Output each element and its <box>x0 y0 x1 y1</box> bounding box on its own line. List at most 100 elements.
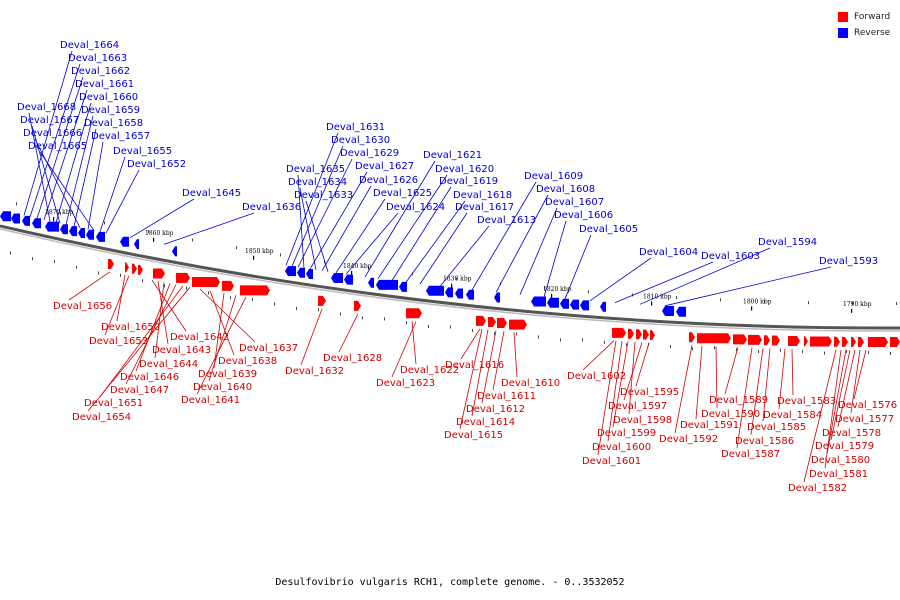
reverse-gene-label: Deval_1663 <box>68 53 127 64</box>
forward-gene-arrow <box>636 329 642 340</box>
reverse-gene-label: Deval_1606 <box>554 210 613 221</box>
minor-tick <box>824 351 825 355</box>
reverse-gene-label: Deval_1594 <box>758 237 817 248</box>
forward-gene-arrow <box>488 317 496 328</box>
forward-leader-line <box>695 345 703 420</box>
minor-tick <box>890 352 891 356</box>
forward-gene-label: Deval_1647 <box>110 385 169 396</box>
scale-tick <box>651 301 653 306</box>
reverse-leader-line <box>543 220 567 298</box>
reverse-leader-line <box>291 145 344 267</box>
reverse-gene-arrow <box>86 229 94 240</box>
minor-tick <box>318 308 319 312</box>
forward-leader-line <box>582 340 615 371</box>
forward-leader-line <box>724 347 739 395</box>
forward-gene-label: Deval_1590 <box>701 409 760 420</box>
forward-gene-arrow <box>858 336 864 347</box>
forward-leader-line <box>116 274 126 322</box>
scale-label-2: 1860 kbp <box>145 230 174 237</box>
forward-gene-label: Deval_1628 <box>323 353 382 364</box>
forward-leader-line <box>826 349 847 455</box>
legend-item-reverse: Reverse <box>838 25 890 41</box>
reverse-gene-label: Deval_1667 <box>20 115 79 126</box>
minor-tick <box>692 347 693 351</box>
forward-leader-line <box>750 348 764 436</box>
minor-tick <box>428 324 429 328</box>
reverse-gene-label: Deval_1605 <box>579 224 638 235</box>
reverse-gene-label: Deval_1627 <box>355 161 414 172</box>
forward-leader-line <box>736 347 753 449</box>
minor-tick <box>808 301 809 305</box>
forward-gene-arrow <box>689 332 695 343</box>
reverse-leader-line <box>23 50 73 216</box>
forward-leader-line <box>471 329 489 417</box>
reverse-gene-label: Deval_1635 <box>286 164 345 175</box>
forward-gene-arrow <box>612 327 626 338</box>
minor-tick <box>148 230 149 234</box>
minor-tick <box>280 253 281 257</box>
forward-leader-line <box>209 290 235 356</box>
reverse-leader-line <box>65 115 94 225</box>
reverse-leader-line <box>163 212 255 245</box>
forward-gene-arrow <box>125 262 129 273</box>
reverse-gene-arrow <box>376 279 398 290</box>
scale-tick <box>253 255 255 260</box>
scale-label-3: 1850 kbp <box>245 248 274 255</box>
reverse-leader-line <box>285 132 339 266</box>
reverse-gene-label: Deval_1652 <box>127 159 186 170</box>
reverse-leader-line <box>105 169 140 234</box>
reverse-gene-arrow <box>45 221 59 232</box>
minor-tick <box>340 312 341 316</box>
forward-gene-arrow <box>476 315 486 326</box>
forward-leader-line <box>68 271 111 301</box>
reverse-gene-label: Deval_1631 <box>326 122 385 133</box>
scale-label-7: 1810 kbp <box>643 293 672 300</box>
reverse-gene-arrow <box>368 277 374 288</box>
reverse-leader-line <box>297 174 305 269</box>
forward-gene-label: Deval_1646 <box>120 372 179 383</box>
forward-leader-line <box>208 295 237 382</box>
forward-gene-label: Deval_1653 <box>89 336 148 347</box>
minor-tick <box>120 273 121 277</box>
reverse-gene-arrow <box>399 281 407 292</box>
minor-tick <box>852 301 853 305</box>
reverse-leader-line <box>377 174 448 279</box>
scale-tick <box>153 237 155 242</box>
forward-leader-line <box>837 349 856 428</box>
forward-gene-arrow <box>788 336 800 347</box>
reverse-gene-label: Deval_1593 <box>819 256 878 267</box>
reverse-gene-label: Deval_1657 <box>91 131 150 142</box>
reverse-gene-arrow <box>285 266 296 277</box>
reverse-gene-arrow <box>120 236 129 247</box>
minor-tick <box>626 343 627 347</box>
forward-gene-arrow <box>643 329 649 340</box>
minor-tick <box>538 335 539 339</box>
minor-tick <box>186 286 187 290</box>
reverse-gene-label: Deval_1621 <box>423 150 482 161</box>
scale-label-8: 1800 kbp <box>743 298 772 305</box>
forward-gene-label: Deval_1654 <box>72 412 131 423</box>
reverse-leader-line <box>28 112 51 222</box>
forward-gene-label: Deval_1614 <box>456 417 515 428</box>
forward-leader-line <box>338 313 359 353</box>
forward-leader-line <box>853 349 867 400</box>
reverse-leader-line <box>305 200 329 272</box>
minor-tick <box>274 302 275 306</box>
reverse-gene-arrow <box>600 301 606 312</box>
forward-gene-arrow <box>138 264 143 275</box>
reverse-leader-line <box>495 194 549 293</box>
reverse-gene-label: Deval_1665 <box>28 141 87 152</box>
minor-tick <box>676 296 677 300</box>
reverse-leader-line <box>34 138 81 228</box>
forward-gene-arrow <box>772 335 780 346</box>
reverse-leader-line <box>39 151 95 231</box>
minor-tick <box>802 350 803 354</box>
forward-gene-arrow <box>851 336 856 347</box>
minor-tick <box>32 257 33 261</box>
scale-label-9: 1790 kbp <box>843 301 872 308</box>
forward-leader-line <box>213 293 225 369</box>
minor-tick <box>494 332 495 336</box>
minor-tick <box>296 306 297 310</box>
minor-tick <box>736 348 737 352</box>
reverse-leader-line <box>364 160 436 278</box>
